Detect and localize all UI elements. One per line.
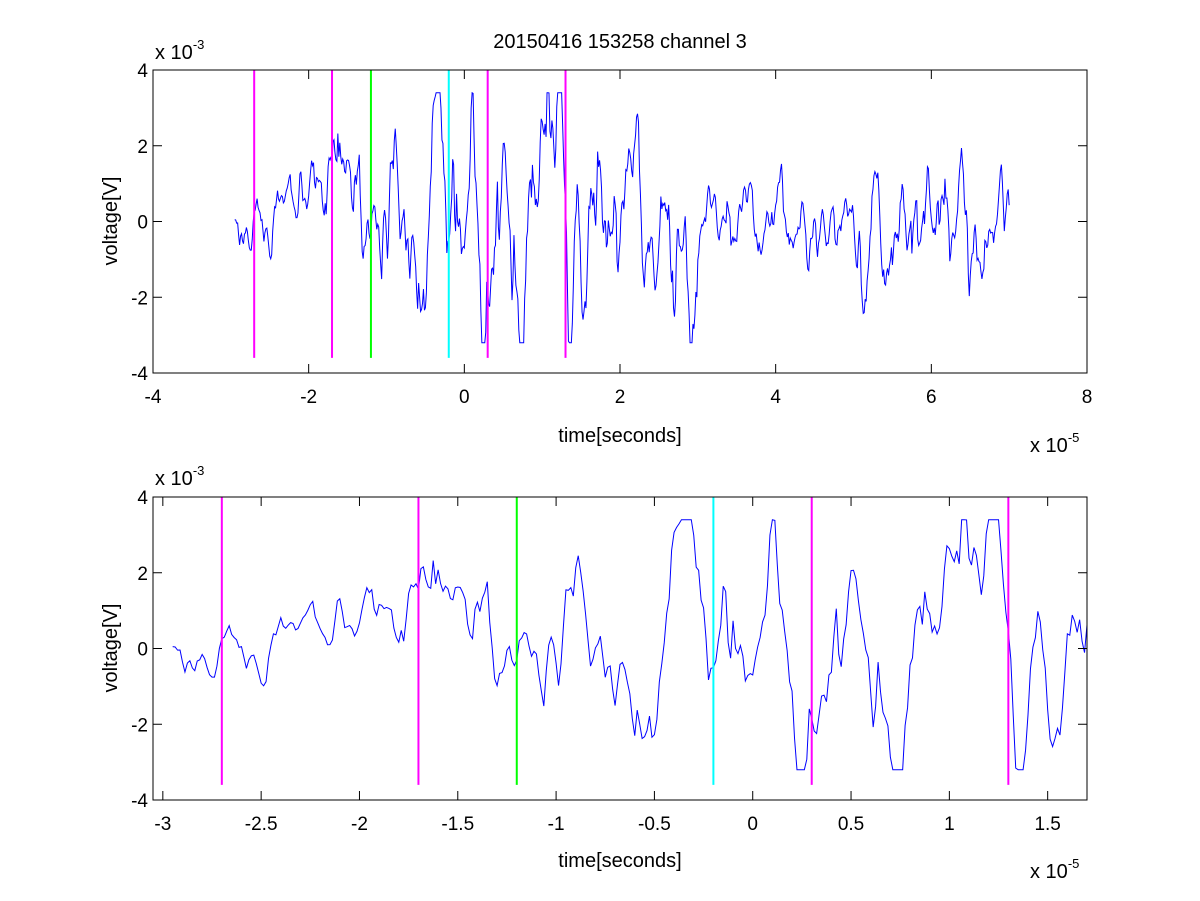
y-tick-label: 0 bbox=[137, 213, 148, 234]
bottom-y-exponent: x 10-3 bbox=[155, 463, 204, 490]
top-x-axis-label: time[seconds] bbox=[558, 425, 681, 447]
y-tick-label: 2 bbox=[137, 137, 148, 158]
x-tick-label: 0.5 bbox=[838, 814, 864, 835]
x-tick-label: -0.5 bbox=[638, 814, 671, 835]
bottom-ticks: -3 -2.5 -2 -1.5 -1 -0.5 0 0.5 1 1.5 -4 -2 0 2 4 bbox=[131, 488, 1087, 835]
x-tick-label: -3 bbox=[154, 814, 171, 835]
x-tick-label: 2 bbox=[615, 387, 626, 408]
x-tick-label: 0 bbox=[459, 387, 470, 408]
x-tick-label: -2 bbox=[300, 387, 317, 408]
bottom-subplot: -3 -2.5 -2 -1.5 -1 -0.5 0 0.5 1 1.5 -4 -2 0 2 4 time[s… bbox=[100, 463, 1088, 883]
y-tick-label: -2 bbox=[131, 715, 148, 736]
top-y-axis-label: voltage[V] bbox=[100, 177, 122, 266]
top-ticks: -4 -2 0 2 4 6 8 -4 -2 0 2 4 bbox=[131, 61, 1092, 408]
y-tick-label: -4 bbox=[131, 791, 148, 812]
top-plot-area bbox=[234, 70, 1010, 358]
x-tick-label: -1.5 bbox=[441, 814, 474, 835]
top-y-exponent: x 10-3 bbox=[155, 37, 204, 64]
top-chart-title: 20150416 153258 channel 3 bbox=[493, 31, 747, 53]
x-tick-label: 8 bbox=[1082, 387, 1093, 408]
bottom-y-axis-label: voltage[V] bbox=[100, 604, 122, 693]
top-subplot: 20150416 153258 channel 3 -4 -2 0 2 4 6 8 -4 -2 0… bbox=[100, 31, 1092, 457]
x-tick-label: 4 bbox=[770, 387, 781, 408]
top-x-exponent: x 10-5 bbox=[1030, 430, 1079, 457]
y-tick-label: 4 bbox=[137, 488, 148, 509]
x-tick-label: -1 bbox=[548, 814, 565, 835]
bottom-plot-area bbox=[172, 497, 1087, 785]
signal-series-line bbox=[234, 91, 1010, 344]
y-tick-label: -2 bbox=[131, 288, 148, 309]
bottom-x-axis-label: time[seconds] bbox=[558, 850, 681, 872]
y-tick-label: 4 bbox=[137, 61, 148, 82]
signal-series-line bbox=[172, 519, 1087, 771]
x-tick-label: -2 bbox=[351, 814, 368, 835]
x-tick-label: 1 bbox=[944, 814, 955, 835]
bottom-x-exponent: x 10-5 bbox=[1030, 856, 1079, 883]
y-tick-label: -4 bbox=[131, 364, 148, 385]
y-tick-label: 2 bbox=[137, 564, 148, 585]
x-tick-label: -2.5 bbox=[245, 814, 278, 835]
x-tick-label: 1.5 bbox=[1034, 814, 1060, 835]
x-tick-label: 6 bbox=[926, 387, 937, 408]
x-tick-label: 0 bbox=[747, 814, 758, 835]
y-tick-label: 0 bbox=[137, 640, 148, 661]
x-tick-label: -4 bbox=[145, 387, 162, 408]
